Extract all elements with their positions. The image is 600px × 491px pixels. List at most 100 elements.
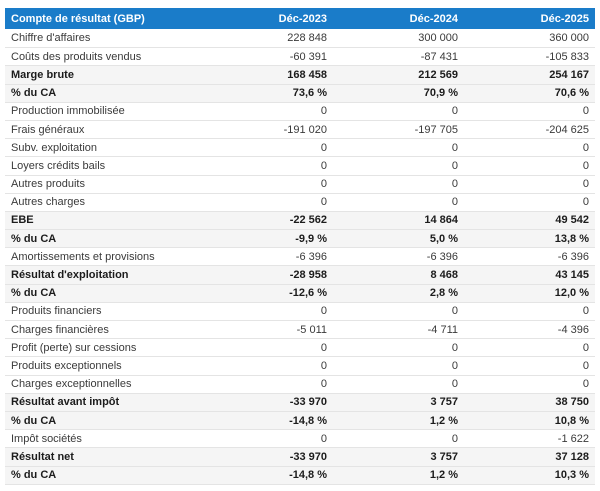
table-row: Résultat d'exploitation -28 958 8 468 43… [5,265,595,284]
row-label: Coûts des produits vendus [11,50,142,63]
value-dec-2024: 0 [451,178,458,191]
row-label: Résultat d'exploitation [11,269,129,282]
value-dec-2025: 0 [582,159,589,172]
value-dec-2024: 3 757 [430,396,458,409]
value-dec-2024: 0 [451,159,458,172]
table-row: Loyers crédits bails 0 0 0 [5,156,595,175]
row-label: Résultat net [11,450,74,463]
value-dec-2023: -5 011 [296,323,327,336]
value-dec-2024: 1,2 % [429,469,458,482]
row-label: Amortissements et provisions [11,250,155,263]
value-dec-2025: 70,6 % [554,87,589,100]
value-dec-2024: 0 [451,196,458,209]
value-dec-2024: 300 000 [418,32,458,45]
value-dec-2023: 0 [320,105,327,118]
table-row: Charges exceptionnelles 0 0 0 [5,374,595,393]
table-row: Production immobilisée 0 0 0 [5,101,595,120]
value-dec-2025: 0 [582,105,589,118]
column-header-dec-2023: Déc-2023 [278,12,327,25]
column-header-dec-2024: Déc-2024 [409,12,458,25]
table-row: Subv. exploitation 0 0 0 [5,138,595,157]
table-row: % du CA -14,8 % 1,2 % 10,8 % [5,410,595,430]
table-row: % du CA -9,9 % 5,0 % 13,8 % [5,229,595,248]
value-dec-2024: 0 [451,341,458,354]
value-dec-2025: 38 750 [555,396,589,409]
row-label: EBE [11,214,34,227]
row-label: % du CA [11,287,57,300]
value-dec-2023: -33 970 [289,396,327,409]
value-dec-2024: 0 [451,359,458,372]
value-dec-2023: -14,8 % [289,414,327,427]
table-row: Chiffre d'affaires 228 848 300 000 360 0… [5,29,595,48]
value-dec-2025: 10,3 % [554,469,589,482]
value-dec-2023: -60 391 [289,50,327,63]
value-dec-2023: 0 [320,159,327,172]
value-dec-2025: 0 [582,359,589,372]
value-dec-2025: 43 145 [555,269,589,282]
value-dec-2023: 168 458 [287,68,327,81]
value-dec-2024: -197 705 [414,123,458,136]
row-label: Profit (perte) sur cessions [11,341,137,354]
value-dec-2025: 49 542 [555,214,589,227]
row-label: Production immobilisée [11,105,125,118]
row-label: Produits financiers [11,305,102,318]
value-dec-2025: -1 622 [557,432,589,445]
table-row: Produits exceptionnels 0 0 0 [5,356,595,375]
value-dec-2024: 0 [451,378,458,391]
value-dec-2024: 0 [451,105,458,118]
value-dec-2024: 212 569 [418,68,458,81]
table-header-row: Compte de résultat (GBP) Déc-2023 Déc-20… [5,8,595,29]
value-dec-2024: 0 [451,432,458,445]
table-row: Profit (perte) sur cessions 0 0 0 [5,338,595,357]
table-row: EBE -22 562 14 864 49 542 [5,210,595,230]
row-label: % du CA [11,414,57,427]
value-dec-2023: 73,6 % [292,87,327,100]
table-row: Amortissements et provisions -6 396 -6 3… [5,247,595,266]
value-dec-2025: 37 128 [555,450,589,463]
value-dec-2024: 1,2 % [429,414,458,427]
table-row: Autres produits 0 0 0 [5,174,595,193]
value-dec-2023: 0 [320,305,327,318]
value-dec-2023: 0 [320,432,327,445]
row-label: Frais généraux [11,123,85,136]
value-dec-2025: 0 [582,341,589,354]
value-dec-2023: -12,6 % [289,287,327,300]
table-row: Résultat avant impôt -33 970 3 757 38 75… [5,392,595,411]
row-label: % du CA [11,232,57,245]
value-dec-2024: -6 396 [426,250,458,263]
value-dec-2025: -105 833 [545,50,589,63]
row-label: Charges exceptionnelles [11,378,132,391]
value-dec-2025: -6 396 [557,250,589,263]
value-dec-2025: 0 [582,378,589,391]
value-dec-2023: -6 396 [295,250,327,263]
row-label: Loyers crédits bails [11,159,106,172]
table-row: % du CA 73,6 % 70,9 % 70,6 % [5,83,595,102]
value-dec-2025: 0 [582,141,589,154]
value-dec-2023: -28 958 [289,269,327,282]
row-label: % du CA [11,469,57,482]
table-row: Résultat net -33 970 3 757 37 128 [5,447,595,466]
value-dec-2023: -33 970 [289,450,327,463]
row-label: Marge brute [11,68,74,81]
row-label: Subv. exploitation [11,141,98,154]
value-dec-2025: -4 396 [557,323,589,336]
value-dec-2024: -4 711 [427,323,458,336]
table-row: % du CA -14,8 % 1,2 % 10,3 % [5,465,595,484]
value-dec-2025: 0 [582,305,589,318]
income-statement-table: Compte de résultat (GBP) Déc-2023 Déc-20… [5,8,595,485]
value-dec-2025: 360 000 [549,32,589,45]
table-row: % du CA -12,6 % 2,8 % 12,0 % [5,283,595,302]
value-dec-2024: 14 864 [424,214,458,227]
value-dec-2024: 3 757 [430,450,458,463]
row-label: Charges financières [11,323,109,336]
row-label: Résultat avant impôt [11,396,120,409]
value-dec-2023: 0 [320,178,327,191]
value-dec-2025: 0 [582,178,589,191]
value-dec-2024: 0 [451,141,458,154]
value-dec-2025: -204 625 [545,123,589,136]
value-dec-2023: -191 020 [283,123,327,136]
table-row: Coûts des produits vendus -60 391 -87 43… [5,47,595,66]
value-dec-2023: 0 [320,341,327,354]
value-dec-2023: -9,9 % [295,232,327,245]
value-dec-2023: -14,8 % [289,469,327,482]
